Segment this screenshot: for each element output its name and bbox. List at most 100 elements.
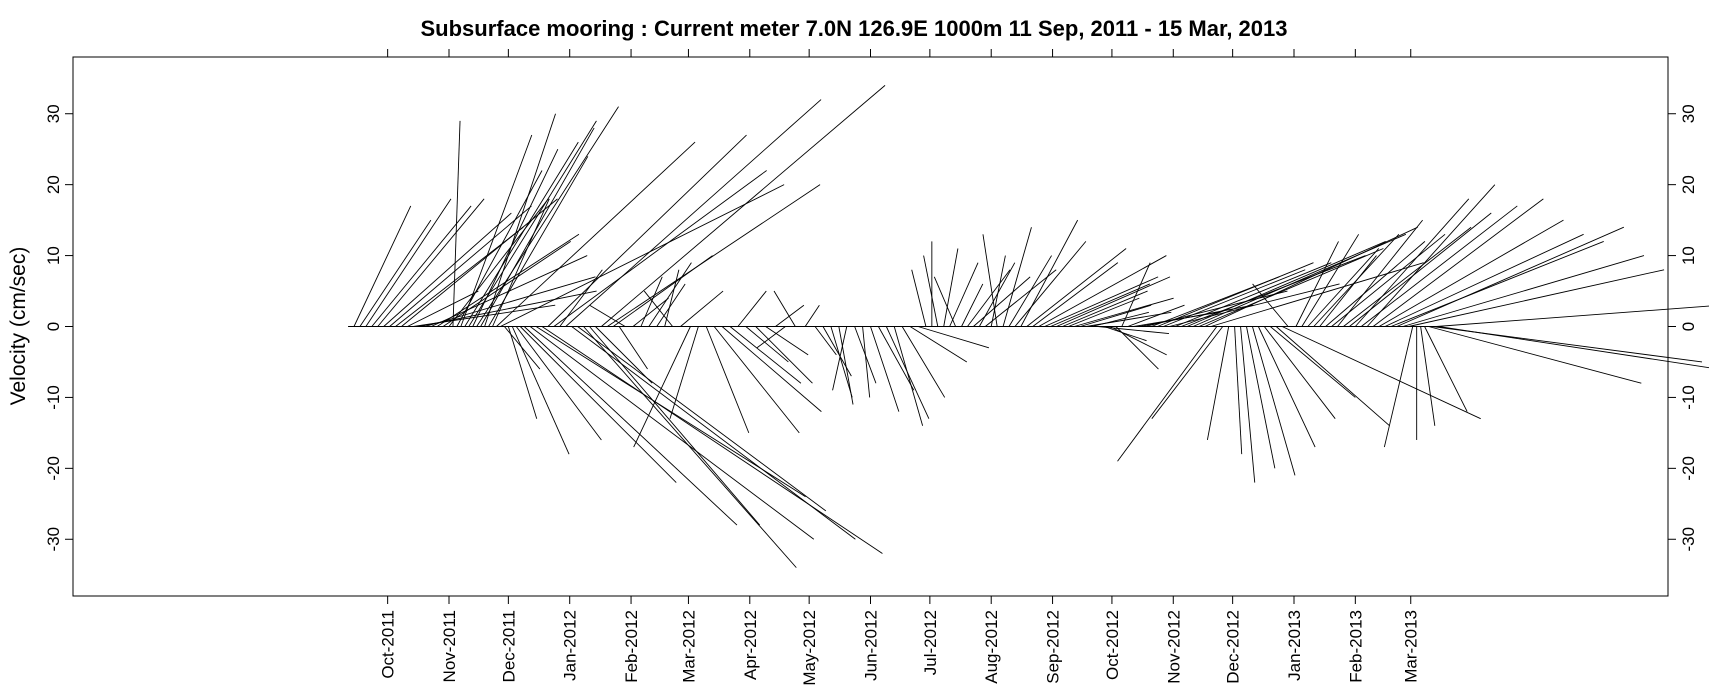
current-stick (553, 170, 767, 327)
x-tick-label: Sep-2012 (1044, 610, 1063, 684)
current-stick (721, 326, 822, 412)
current-stick (1044, 276, 1159, 327)
current-stick (1396, 226, 1625, 327)
current-stick (1032, 262, 1119, 327)
current-stick (755, 326, 813, 384)
current-stick (1206, 326, 1230, 441)
current-stick (656, 283, 686, 327)
current-stick (982, 234, 998, 327)
current-stick (1301, 234, 1360, 327)
current-stick (1424, 326, 1468, 412)
current-stick (643, 290, 673, 327)
current-stick (547, 134, 747, 327)
current-stick (389, 205, 532, 327)
current-stick (1343, 226, 1472, 327)
current-stick (407, 290, 479, 327)
current-stick (1163, 269, 1306, 327)
x-tick-label: Mar-2012 (679, 610, 698, 683)
y-tick-label-right: -30 (1679, 527, 1698, 552)
current-stick (775, 304, 805, 327)
y-tick-label: -10 (44, 385, 63, 410)
x-tick-label: Oct-2012 (1103, 610, 1122, 680)
current-stick (1275, 326, 1390, 427)
current-stick (589, 304, 626, 327)
current-stick (618, 326, 648, 370)
current-stick (917, 326, 990, 349)
current-stick (1068, 297, 1140, 327)
current-stick (933, 276, 957, 327)
y-tick-label-right: -10 (1679, 385, 1698, 410)
current-stick (943, 248, 959, 327)
current-stick (870, 326, 900, 412)
current-stick (1436, 305, 1709, 327)
current-stick (1354, 198, 1470, 327)
current-stick (1263, 326, 1336, 419)
y-tick-label: 0 (44, 322, 63, 331)
current-stick (1014, 241, 1087, 327)
current-stick (1157, 262, 1314, 327)
current-stick (1092, 311, 1149, 327)
current-stick (507, 326, 538, 419)
current-stick (500, 184, 785, 327)
current-stick (383, 212, 512, 327)
y-axis-left: -30 -20 -10 0 10 20 30 (44, 104, 74, 552)
y-tick-label: 20 (44, 175, 63, 194)
current-stick (1337, 219, 1423, 327)
current-stick (633, 326, 691, 448)
current-stick (1074, 297, 1174, 327)
current-stick (832, 326, 848, 391)
current-stick (480, 127, 595, 327)
current-stick (1008, 255, 1052, 327)
current-stick (756, 326, 786, 349)
current-stick (1372, 198, 1544, 327)
x-tick-label: Feb-2012 (622, 610, 641, 683)
current-stick (484, 113, 556, 327)
current-stick (1390, 240, 1604, 327)
current-stick (523, 326, 738, 526)
x-tick-label: Mar-2013 (1402, 610, 1421, 683)
current-stick (571, 326, 856, 540)
current-stick (705, 326, 750, 434)
y-tick-label: 30 (44, 104, 63, 123)
current-stick (1240, 326, 1256, 483)
current-stick (713, 326, 800, 434)
current-stick (1038, 255, 1167, 327)
x-tick-label: Jan-2013 (1285, 610, 1304, 681)
current-stick (1402, 255, 1645, 327)
current-stick (814, 326, 837, 356)
current-stick (1307, 248, 1380, 327)
current-stick (1360, 205, 1518, 327)
current-stick (371, 205, 472, 327)
current-stick (1062, 290, 1148, 327)
current-stick (961, 283, 984, 327)
current-stick (1175, 262, 1332, 327)
current-stick (359, 219, 432, 327)
current-stick (911, 269, 927, 327)
current-stick (1151, 326, 1224, 419)
x-tick-label: Dec-2012 (1224, 610, 1243, 684)
x-tick-label: Nov-2011 (440, 610, 459, 682)
current-stick (365, 198, 452, 327)
y-tick-label: 10 (44, 246, 63, 265)
current-stick (1234, 326, 1243, 455)
current-stick (460, 134, 533, 327)
current-stick (565, 99, 822, 327)
current-stick (862, 326, 871, 398)
current-stick (601, 85, 886, 327)
current-stick (353, 205, 412, 327)
current-stick (1378, 219, 1564, 327)
current-stick (1186, 240, 1386, 327)
x-tick-label: Nov-2012 (1164, 610, 1183, 684)
current-stick (1325, 241, 1426, 327)
current-stick (830, 326, 853, 398)
current-stick (632, 297, 669, 327)
current-stick (640, 276, 663, 327)
current-stick (1366, 184, 1496, 327)
current-stick (773, 290, 796, 327)
current-stick (1098, 326, 1170, 335)
current-stick (745, 326, 789, 363)
current-stick (1252, 283, 1289, 327)
current-stick (893, 326, 924, 426)
current-stick (541, 326, 883, 554)
